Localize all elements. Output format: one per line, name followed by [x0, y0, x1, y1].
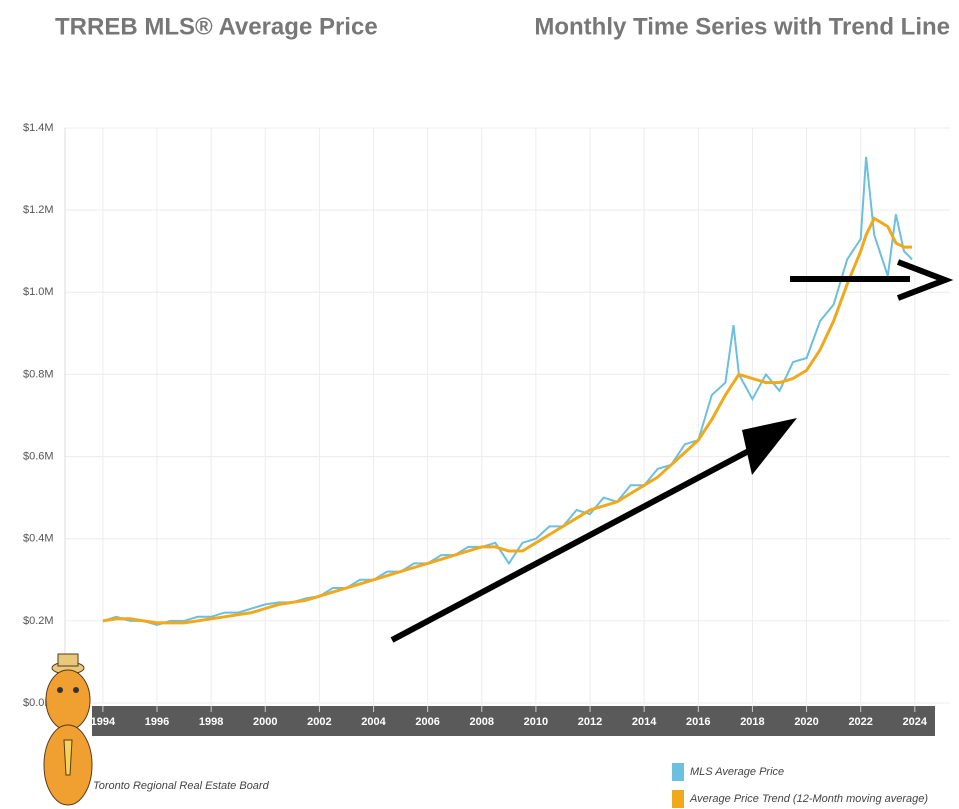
y-tick-label: $0.4M: [23, 533, 54, 545]
x-tick-label: 2006: [415, 716, 439, 728]
x-tick-label: 2024: [903, 716, 928, 728]
legend: MLS Average Price Average Price Trend (12…: [672, 763, 928, 808]
y-tick-label: $0.8M: [23, 368, 54, 380]
x-tick-label: 1996: [145, 716, 169, 728]
trend-arrows: [392, 262, 945, 640]
x-tick-label: 2020: [794, 716, 818, 728]
x-tick-label: 2012: [578, 716, 602, 728]
legend-swatch: [672, 790, 684, 808]
y-tick-label: $1.0M: [23, 286, 54, 298]
x-tick-label: 2010: [524, 716, 548, 728]
x-tick-label: 2002: [307, 716, 331, 728]
legend-swatch: [672, 763, 684, 781]
y-tick-label: $1.4M: [23, 122, 54, 134]
chart-title: TRREB MLS® Average Price: [55, 13, 378, 40]
x-tick-label: 2016: [686, 716, 710, 728]
x-tick-label: 2008: [470, 716, 494, 728]
legend-label: Average Price Trend (12-Month moving ave…: [689, 793, 928, 805]
chart-subtitle: Monthly Time Series with Trend Line: [534, 13, 950, 40]
x-tick-label: 1998: [199, 716, 223, 728]
source-note: Toronto Regional Real Estate Board: [93, 780, 270, 792]
x-tick-label: 1994: [91, 716, 116, 728]
plot-area: $0.0M$0.2M$0.4M$0.6M$0.8M$1.0M$1.2M$1.4M…: [23, 122, 950, 728]
legend-label: MLS Average Price: [690, 766, 784, 778]
mascot: [44, 654, 92, 805]
x-tick-label: 2022: [848, 716, 872, 728]
chart: TRREB MLS® Average Price Monthly Time Se…: [0, 0, 959, 809]
arrow-line: [392, 445, 760, 640]
x-tick-label: 2000: [253, 716, 277, 728]
x-tick-label: 2018: [740, 716, 764, 728]
y-tick-label: $0.2M: [23, 615, 54, 627]
x-tick-label: 2004: [361, 716, 386, 728]
arrow-head: [742, 418, 797, 475]
y-tick-label: $0.6M: [23, 450, 54, 462]
series-line: [103, 157, 912, 625]
x-tick-label: 2014: [632, 716, 657, 728]
y-tick-label: $1.2M: [23, 204, 54, 216]
